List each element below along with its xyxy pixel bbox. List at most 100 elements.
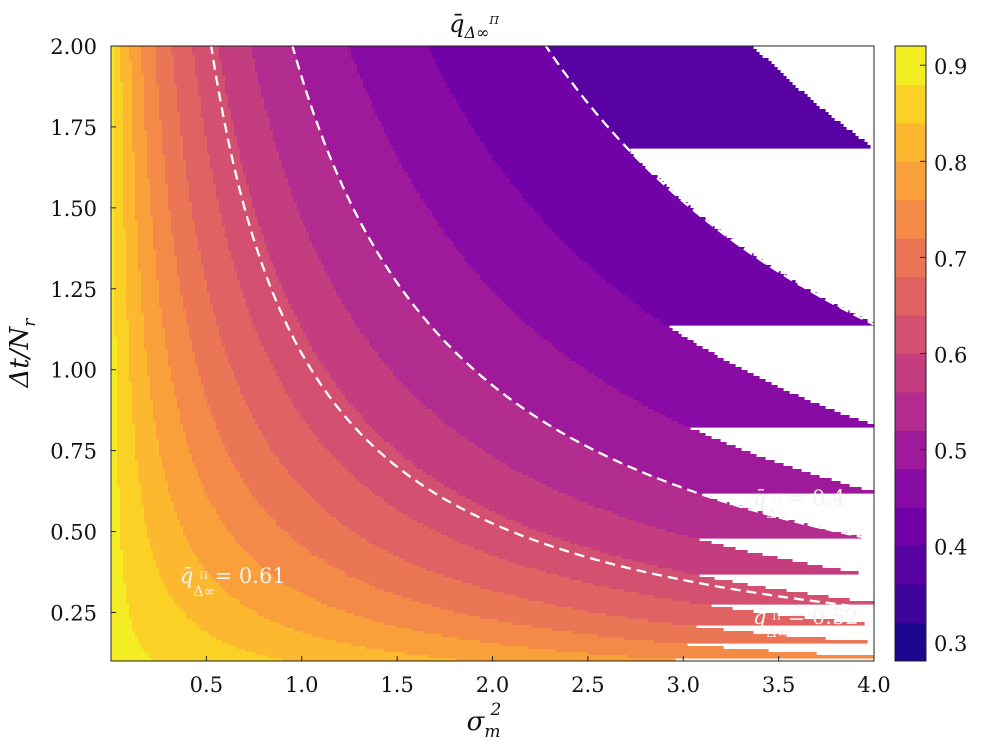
contour-band-cell [303, 82, 364, 86]
contour-band-cell [129, 379, 151, 383]
contour-band-cell [672, 418, 859, 422]
contour-band-cell [111, 424, 118, 428]
contour-band-cell [501, 169, 649, 173]
contour-band-cell [168, 202, 193, 206]
contour-band-cell [234, 268, 277, 272]
contour-band-cell [531, 205, 691, 209]
contour-band-cell [306, 547, 382, 551]
contour-band-cell [582, 94, 808, 98]
contour-band-cell [258, 217, 301, 221]
contour-band-cell [207, 283, 241, 287]
contour-band-cell [177, 514, 220, 518]
contour-band-cell [390, 367, 475, 371]
contour-band-cell [243, 169, 286, 173]
contour-band-cell [579, 544, 724, 548]
contour-band-cell [132, 409, 154, 413]
contour-band-cell [345, 397, 418, 401]
contour-band-cell [393, 592, 505, 596]
contour-band-cell [150, 379, 172, 383]
contour-band-cell [405, 457, 496, 461]
contour-band-cell [132, 394, 151, 398]
contour-band-cell [345, 571, 436, 575]
contour-band-cell [576, 85, 796, 89]
contour-band-cell [114, 325, 130, 329]
contour-band-cell [222, 70, 256, 74]
contour-band-cell [378, 433, 460, 437]
contour-band-cell [294, 628, 412, 632]
contour-band-cell [354, 475, 433, 479]
contour-band-cell [156, 427, 184, 431]
contour-band-cell [168, 484, 205, 488]
contour-band-cell [201, 478, 244, 482]
contour-band-cell [240, 388, 286, 392]
contour-band-cell [111, 592, 127, 596]
contour-band-cell [354, 211, 433, 215]
contour-band-cell [159, 283, 181, 287]
contour-band-cell [111, 46, 115, 50]
contour-band-cell [192, 346, 226, 350]
contour-band-cell [330, 277, 394, 281]
contour-band-cell [174, 601, 241, 605]
contour-band-cell [204, 127, 235, 131]
contour-band-cell [339, 295, 409, 299]
contour-band-cell [147, 523, 181, 527]
contour-band-cell [393, 274, 481, 278]
contour-band-cell [141, 61, 157, 65]
contour-band-cell [249, 190, 292, 194]
contour-band-cell [132, 619, 193, 623]
contour-band-cell [114, 76, 121, 80]
contour-band-cell [579, 364, 736, 368]
contour-band-cell [111, 175, 115, 179]
contour-band-cell [114, 139, 124, 143]
contour-band-cell [228, 238, 265, 242]
contour-band-cell [111, 235, 115, 239]
contour-band-cell [360, 331, 439, 335]
contour-band-cell [339, 175, 409, 179]
colorbar-band [895, 353, 926, 393]
contour-band-cell [228, 100, 265, 104]
contour-band-cell [513, 400, 640, 404]
contour-band-cell [432, 604, 556, 608]
contour-band-cell [237, 469, 289, 473]
contour-band-cell [132, 67, 142, 71]
contour-band-cell [258, 424, 310, 428]
contour-band-cell [120, 493, 142, 497]
contour-band-cell [123, 118, 133, 122]
contour-band-cell [153, 412, 181, 416]
contour-band-cell [222, 217, 259, 221]
contour-band-cell [147, 148, 163, 152]
contour-band-cell [180, 112, 202, 116]
contour-band-cell [117, 412, 133, 416]
contour-band-cell [210, 157, 241, 161]
contour-band-cell [564, 70, 781, 74]
contour-band-cell [204, 394, 244, 398]
contour-band-cell [162, 466, 196, 470]
contour-band-cell [180, 133, 205, 137]
contour-band-cell [195, 70, 223, 74]
contour-band-cell [156, 277, 181, 281]
contour-band-cell [123, 133, 133, 137]
contour-band-cell [357, 478, 436, 482]
contour-band-cell [465, 496, 574, 500]
contour-band-cell [135, 634, 211, 638]
contour-band-cell [192, 343, 223, 347]
contour-band-cell [234, 259, 271, 263]
contour-band-cell [114, 223, 124, 227]
contour-band-cell [480, 277, 604, 281]
contour-band-cell [135, 442, 160, 446]
contour-band-cell [228, 454, 277, 458]
contour-band-cell [231, 643, 352, 647]
contour-band-cell [117, 418, 133, 422]
contour-band-cell [114, 211, 124, 215]
contour-band-cell [147, 364, 169, 368]
contour-band-cell [318, 256, 382, 260]
contour-band-cell [111, 229, 115, 233]
contour-band-cell [141, 499, 172, 503]
contour-band-cell [111, 313, 115, 317]
contour-band-cell [669, 481, 841, 485]
contour-band-cell [501, 643, 688, 647]
contour-band-cell [246, 175, 286, 179]
contour-band-cell [288, 301, 343, 305]
contour-band-cell [477, 271, 598, 275]
contour-band-cell [144, 337, 166, 341]
